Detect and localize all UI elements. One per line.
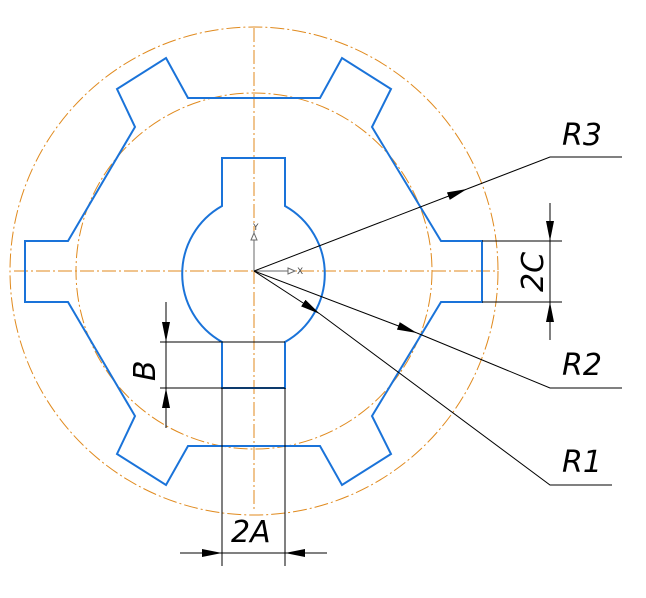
r2-label: R2 bbox=[562, 348, 602, 383]
r3-label: R3 bbox=[562, 118, 602, 153]
r1-shelf bbox=[319, 313, 612, 486]
two-c-label: 2C bbox=[516, 252, 551, 292]
r2-leader bbox=[253, 270, 418, 334]
r3-leader bbox=[253, 188, 468, 272]
dimension-2c bbox=[482, 203, 562, 340]
b-label: B bbox=[128, 360, 163, 381]
dimension-2a bbox=[180, 388, 327, 566]
two-a-label: 2A bbox=[231, 515, 271, 550]
spline-outer-contour bbox=[24, 56, 483, 487]
r3-shelf bbox=[466, 156, 622, 190]
x-axis-label: X bbox=[297, 267, 303, 277]
radius-dimensions bbox=[253, 156, 622, 486]
y-axis-label: Y bbox=[252, 223, 259, 233]
origin-axis-indicator bbox=[250, 231, 297, 275]
r2-shelf bbox=[416, 332, 622, 389]
r1-leader bbox=[253, 270, 321, 315]
outer-construction-circle bbox=[9, 26, 499, 516]
centerlines bbox=[9, 26, 499, 516]
r1-label: R1 bbox=[562, 445, 602, 480]
